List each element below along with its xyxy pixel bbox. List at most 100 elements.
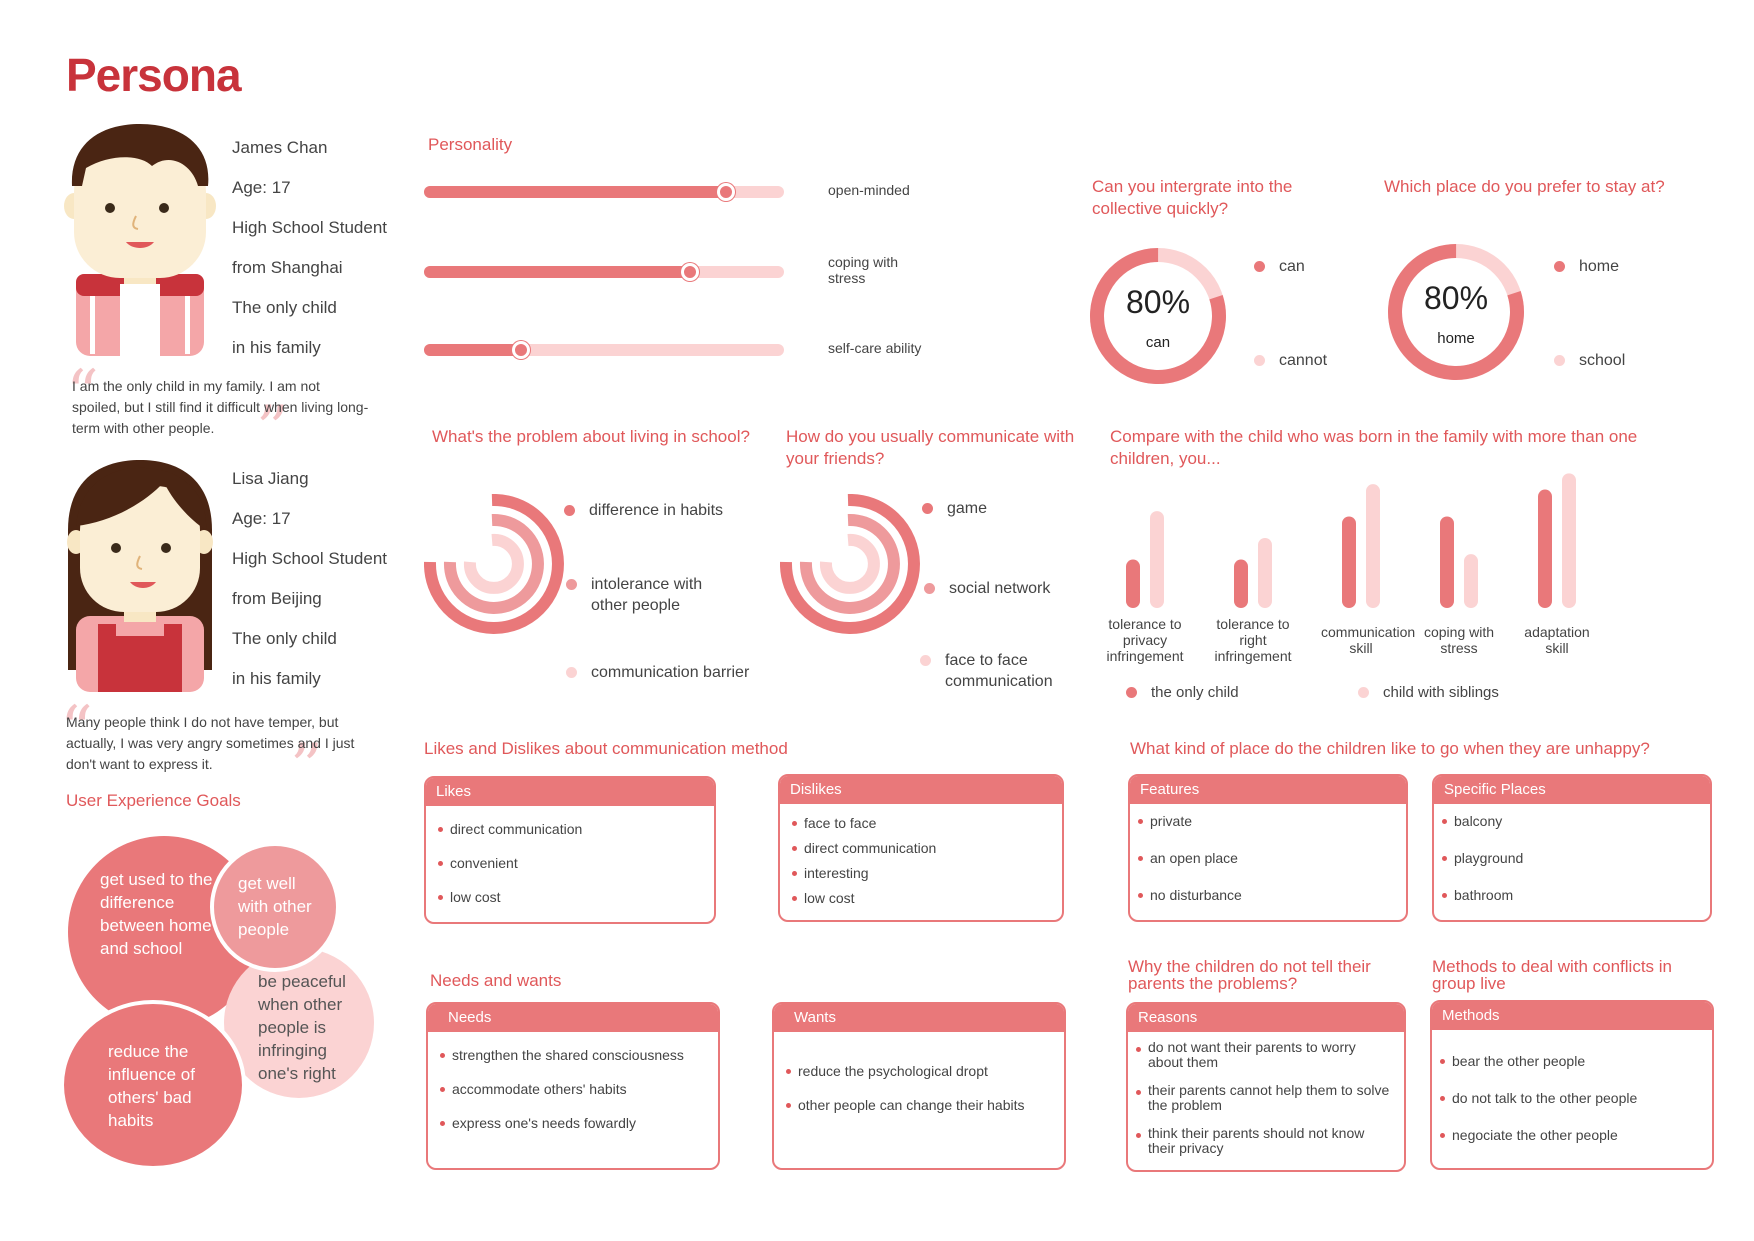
donut-1-center-label: can: [1145, 334, 1171, 351]
methods-card-head: Methods: [1432, 1002, 1712, 1030]
legend-dot: [1554, 355, 1565, 366]
persona-1-name: James Chan: [232, 138, 328, 157]
list-item: balcony: [1440, 812, 1700, 830]
bar-siblings: [1150, 511, 1164, 608]
donut-2-percent: 80%: [1423, 280, 1489, 316]
legend-label: school: [1579, 352, 1626, 369]
legend-dot: [920, 655, 931, 666]
list-item: playground: [1440, 849, 1700, 867]
goal-bubble-3: be peaceful when other people is infring…: [224, 948, 374, 1098]
list-item: bathroom: [1440, 886, 1700, 904]
legend-label: intolerance with other people: [591, 576, 703, 614]
slider-knob[interactable]: [717, 183, 736, 201]
list-item: strengthen the shared consciousness: [438, 1046, 708, 1064]
compare-legend-siblings: child with siblings: [1358, 682, 1499, 703]
arc-2-chart: [780, 494, 920, 634]
specific-places-card-head: Specific Places: [1434, 776, 1710, 804]
bar-only-child: [1538, 489, 1552, 608]
donut-1-legend-can: can: [1254, 256, 1305, 277]
list-item: think their parents should not know thei…: [1134, 1126, 1394, 1156]
goal-bubble-4-text: reduce the influence of others' bad habi…: [108, 1042, 195, 1130]
persona-1-family-2: in his family: [232, 338, 321, 357]
persona-2-occupation: High School Student: [232, 549, 387, 568]
specific-places-list: balcony playground bathroom: [1434, 804, 1710, 912]
legend-label: home: [1579, 258, 1620, 275]
compare-legend-only-child: the only child: [1126, 682, 1239, 703]
slider-fill: [424, 344, 522, 356]
personality-title: Personality: [428, 135, 513, 154]
legend-label: child with siblings: [1383, 684, 1499, 701]
personality-slider-label: self-care ability: [828, 340, 922, 356]
list-item: low cost: [790, 889, 1052, 907]
legend-dot: [1254, 355, 1265, 366]
methods-title: Methods to deal with conflicts in group …: [1432, 957, 1673, 993]
arc-2-legend-game: game: [922, 498, 987, 519]
persona-2-name: Lisa Jiang: [232, 469, 309, 488]
likes-dislikes-title: Likes and Dislikes about communication m…: [424, 739, 788, 758]
donut-2-legend-school: school: [1554, 350, 1625, 371]
persona-1-age: Age: 17: [232, 178, 291, 197]
legend-label: can: [1279, 258, 1305, 275]
goal-bubble-3-text: be peaceful when other people is infring…: [258, 972, 346, 1083]
personality-slider-3[interactable]: [424, 341, 784, 359]
arc-1-legend-intolerance: intolerance with other people: [566, 574, 736, 616]
goal-bubble-1-text: get used to the difference between home …: [100, 870, 213, 958]
bar-only-child: [1234, 559, 1248, 608]
list-item: do not want their parents to worry about…: [1134, 1040, 1394, 1070]
methods-card: Methods bear the other people do not tal…: [1430, 1000, 1714, 1170]
arc-1-legend-habits: difference in habits: [564, 500, 723, 521]
persona-2-details: Lisa Jiang Age: 17 High School Student f…: [232, 459, 412, 699]
legend-dot: [566, 667, 577, 678]
personality-slider-2[interactable]: [424, 263, 784, 281]
legend-label: game: [947, 500, 988, 517]
legend-dot: [1254, 261, 1265, 272]
wants-list: reduce the psychological dropt other peo…: [774, 1032, 1064, 1122]
bar-siblings: [1562, 473, 1576, 608]
features-list: private an open place no disturbance: [1130, 804, 1406, 912]
list-item: interesting: [790, 864, 1052, 882]
persona-1-details: James Chan Age: 17 High School Student f…: [232, 128, 412, 368]
list-item: do not talk to the other people: [1438, 1089, 1702, 1107]
persona-2-origin: from Beijing: [232, 589, 322, 608]
legend-dot: [924, 583, 935, 594]
legend-dot: [1126, 687, 1137, 698]
close-quote-icon-2: ”: [290, 731, 323, 805]
goal-bubble-4: reduce the influence of others' bad habi…: [60, 1000, 246, 1170]
arc-1-legend-barrier: communication barrier: [566, 662, 749, 683]
places-title: What kind of place do the children like …: [1130, 739, 1650, 758]
legend-dot: [564, 505, 575, 516]
wants-card: Wants reduce the psychological dropt oth…: [772, 1002, 1066, 1170]
ux-goals-title: User Experience Goals: [66, 791, 241, 810]
legend-dot: [1554, 261, 1565, 272]
list-item: direct communication: [436, 820, 704, 838]
page-title: Persona: [66, 49, 242, 101]
personality-slider-label: coping with stress: [828, 254, 899, 286]
needs-card-head: Needs: [428, 1004, 718, 1032]
bar-only-child: [1342, 516, 1356, 608]
bar-category-label: tolerance to right infringement: [1214, 616, 1292, 664]
legend-label: difference in habits: [589, 502, 724, 519]
list-item: private: [1136, 812, 1396, 830]
dislikes-card-head: Dislikes: [780, 776, 1062, 804]
slider-knob[interactable]: [512, 341, 531, 359]
needs-card: Needs strengthen the shared consciousnes…: [426, 1002, 720, 1170]
methods-list: bear the other people do not talk to the…: [1432, 1030, 1712, 1152]
legend-label: face to face communication: [945, 652, 1053, 690]
legend-label: cannot: [1279, 352, 1328, 369]
legend-dot: [922, 503, 933, 514]
bar-category-label: communication skill: [1321, 624, 1416, 656]
personality-slider-1[interactable]: [424, 183, 784, 201]
reasons-card-head: Reasons: [1128, 1004, 1404, 1032]
persona-2-quote: Many people think I do not have temper, …: [66, 714, 355, 772]
slider-fill: [424, 266, 691, 278]
list-item: face to face: [790, 814, 1052, 832]
dislikes-list: face to face direct communication intere…: [780, 804, 1062, 915]
donut-2-question: Which place do you prefer to stay at?: [1384, 177, 1665, 196]
persona-1-quote: I am the only child in my family. I am n…: [72, 378, 369, 436]
slider-knob[interactable]: [681, 263, 700, 281]
reasons-title: Why the children do not tell their paren…: [1128, 957, 1371, 993]
donut-1-percent: 80%: [1125, 284, 1191, 320]
wants-card-head: Wants: [774, 1004, 1064, 1032]
donut-1-legend-cannot: cannot: [1254, 350, 1327, 371]
specific-places-card: Specific Places balcony playground bathr…: [1432, 774, 1712, 922]
